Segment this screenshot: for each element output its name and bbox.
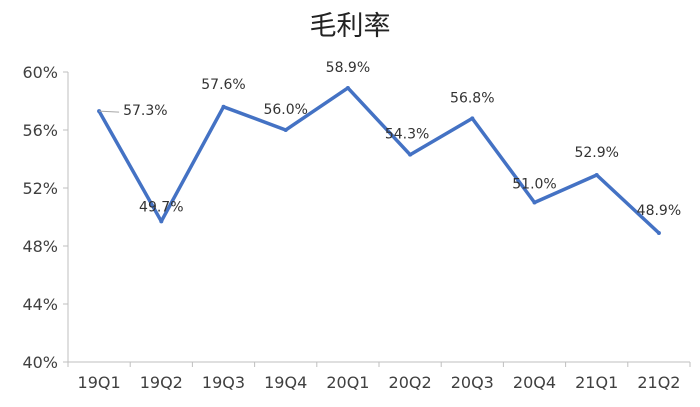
data-point — [345, 85, 350, 90]
data-label: 57.3% — [123, 103, 167, 119]
x-tick-label: 20Q4 — [513, 373, 556, 392]
x-tick-label: 20Q2 — [389, 373, 432, 392]
data-point — [470, 116, 475, 121]
x-tick-label: 19Q1 — [78, 373, 121, 392]
data-label: 49.7% — [139, 199, 183, 215]
data-label: 48.9% — [637, 203, 681, 219]
data-label: 56.8% — [450, 90, 494, 106]
series-line — [97, 86, 661, 235]
data-label: 57.6% — [201, 77, 245, 93]
chart-title: 毛利率 — [309, 11, 391, 42]
x-tick-label: 20Q3 — [451, 373, 494, 392]
y-tick-label: 56% — [22, 121, 58, 140]
data-point — [159, 219, 164, 224]
data-label: 54.3% — [385, 127, 429, 143]
x-tick-label: 21Q2 — [637, 373, 680, 392]
y-tick-label: 60% — [22, 63, 58, 82]
data-point — [283, 128, 288, 132]
data-point — [221, 104, 226, 109]
y-tick-label: 48% — [22, 237, 58, 256]
data-point — [532, 200, 537, 205]
y-tick-label: 40% — [22, 353, 58, 372]
data-label: 52.9% — [574, 145, 618, 161]
data-point — [656, 230, 661, 235]
data-label: 58.9% — [326, 60, 370, 76]
y-tick-label: 44% — [22, 295, 58, 314]
x-tick-label: 19Q3 — [202, 373, 245, 392]
x-tick-label: 21Q1 — [575, 373, 618, 392]
data-label: 56.0% — [263, 102, 307, 118]
data-label: 51.0% — [512, 177, 556, 193]
x-tick-label: 20Q1 — [326, 373, 369, 392]
y-tick-label: 52% — [22, 179, 58, 198]
x-tick-label: 19Q4 — [264, 373, 307, 392]
data-point — [408, 152, 413, 157]
x-tick-label: 19Q2 — [140, 373, 183, 392]
data-label-leader — [99, 110, 120, 113]
data-point — [594, 172, 599, 177]
